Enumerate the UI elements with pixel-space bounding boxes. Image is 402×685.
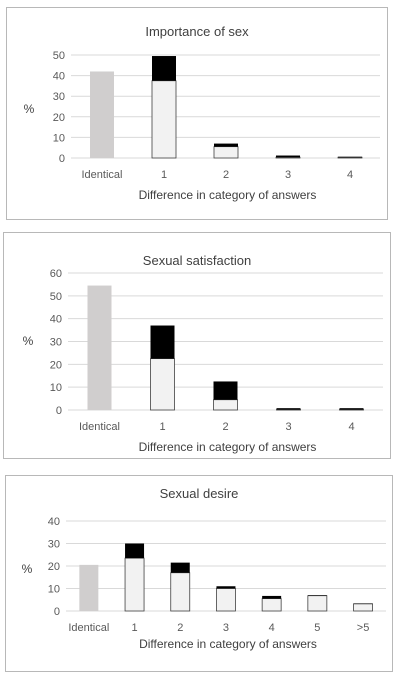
y-axis-label: % — [22, 562, 33, 576]
bar-segment — [276, 155, 300, 158]
y-tick-label: 10 — [50, 382, 62, 394]
bar-segment — [276, 408, 301, 410]
y-tick-label: 30 — [53, 91, 65, 103]
y-tick-label: 20 — [48, 561, 60, 573]
bar-segment — [213, 399, 238, 411]
bar-segment — [337, 156, 363, 159]
y-tick-label: 40 — [50, 314, 62, 326]
bar-segment — [261, 598, 282, 612]
bar-segment — [216, 586, 236, 589]
bar-segment — [262, 595, 282, 599]
chart-panel-satisfaction: Sexual satisfaction 0 10 20 30 40 50 60% Identic… — [3, 232, 391, 459]
y-axis-label: % — [24, 102, 35, 116]
bar-segment — [79, 564, 99, 611]
chart-sexual-satisfaction: Sexual satisfaction 0 10 20 30 40 50 60% Identic… — [23, 253, 383, 454]
bar-segment — [124, 557, 145, 612]
y-tick-label: 40 — [53, 71, 65, 83]
x-tick-label: 1 — [131, 622, 137, 634]
x-axis-label: Difference in category of answers — [139, 440, 317, 454]
y-tick-label: 20 — [53, 112, 65, 124]
x-tick-label: 3 — [285, 169, 291, 181]
bar-segment — [338, 156, 362, 158]
x-tick-label: 2 — [177, 622, 183, 634]
x-tick-label: Identical — [82, 169, 123, 181]
bar-segment — [353, 603, 373, 605]
bar-segment — [87, 285, 112, 410]
x-tick-label: 4 — [269, 622, 275, 634]
y-tick-label: 20 — [50, 359, 62, 371]
x-tick-label: 2 — [222, 421, 228, 433]
bar-segment — [216, 588, 236, 612]
chart-title: Importance of sex — [145, 24, 249, 39]
x-tick-label: 3 — [285, 421, 291, 433]
x-tick-label: Identical — [68, 622, 109, 634]
bar-segment — [170, 562, 190, 573]
x-tick-label: 4 — [347, 169, 353, 181]
x-tick-label: 2 — [223, 169, 229, 181]
y-tick-label: 30 — [50, 337, 62, 349]
bar-segment — [125, 543, 145, 559]
bar-segment — [307, 595, 328, 612]
bar-segment — [150, 325, 175, 359]
bar-segment — [353, 603, 373, 612]
x-tick-label: 5 — [314, 622, 320, 634]
bar-segment — [152, 56, 176, 81]
y-tick-label: 0 — [59, 153, 65, 165]
y-tick-label: 30 — [48, 539, 60, 551]
x-tick-label: 3 — [223, 622, 229, 634]
bar-segment — [213, 381, 238, 400]
bar-segment — [339, 408, 364, 410]
y-axis-label: % — [23, 334, 34, 348]
x-tick-label: 4 — [348, 421, 354, 433]
y-tick-label: 60 — [50, 268, 62, 280]
bar-segment — [213, 146, 239, 159]
bar-segment — [151, 80, 177, 159]
x-tick-label: 1 — [159, 421, 165, 433]
chart-sexual-desire: Sexual desire 0 10 20 30 40% Identical 1 2 3 4 5 >5 D… — [22, 486, 386, 651]
chart-importance-of-sex: Importance of sex 0 10 20 30 40 50% Identical 1 2… — [24, 24, 380, 202]
bar-segment — [214, 143, 238, 147]
x-axis-label: Difference in category of answers — [139, 637, 317, 651]
bar-segment — [150, 358, 175, 411]
x-axis-label: Difference in category of answers — [139, 188, 317, 202]
bar-segment — [170, 572, 191, 612]
y-tick-label: 10 — [53, 132, 65, 144]
bar-segment — [307, 595, 327, 596]
chart-title: Sexual desire — [160, 486, 239, 501]
bar-segment — [90, 71, 114, 158]
bar-segment — [275, 156, 301, 159]
x-tick-label: 1 — [161, 169, 167, 181]
bar-segment — [276, 409, 301, 411]
chart-panel-importance: Importance of sex 0 10 20 30 40 50% Identical 1 2… — [6, 7, 388, 220]
bar-segment — [339, 409, 364, 411]
y-tick-label: 10 — [48, 584, 60, 596]
x-tick-label: >5 — [357, 622, 370, 634]
y-tick-label: 0 — [54, 606, 60, 618]
chart-panel-desire: Sexual desire 0 10 20 30 40% Identical 1 2 3 4 5 >5 D… — [5, 475, 393, 672]
y-tick-label: 40 — [48, 516, 60, 528]
y-tick-label: 50 — [50, 291, 62, 303]
x-tick-label: Identical — [79, 421, 120, 433]
chart-title: Sexual satisfaction — [143, 253, 251, 268]
y-tick-label: 0 — [56, 405, 62, 417]
y-tick-label: 50 — [53, 50, 65, 62]
